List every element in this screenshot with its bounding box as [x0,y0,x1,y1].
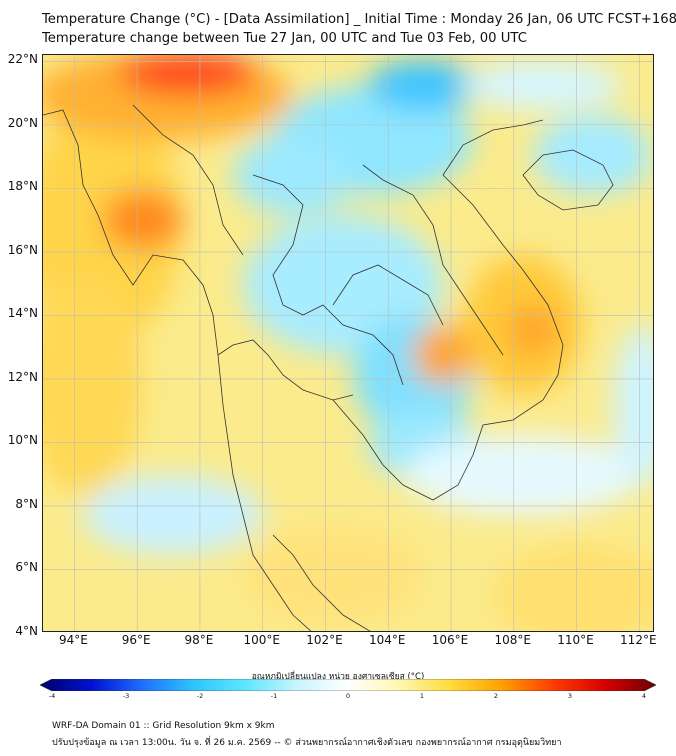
colorbar-bar [40,679,656,691]
colorbar-tick: 2 [493,692,499,700]
colorbar-tick: 1 [419,692,425,700]
colorbar-tick: -2 [196,692,204,700]
lon-label: 98°E [184,633,214,647]
map-canvas [43,55,653,631]
lat-label: 10°N [7,433,38,448]
lon-label: 112°E [620,633,657,647]
lat-label: 6°N [15,560,38,575]
lon-label: 108°E [494,633,532,647]
colorbar-tick: 0 [345,692,351,700]
footer-model-info: WRF-DA Domain 01 :: Grid Resolution 9km … [52,721,275,731]
colorbar-tick: -3 [122,692,130,700]
title-block: Temperature Change (°C) - [Data Assimila… [42,10,676,48]
lat-label: 16°N [7,242,38,257]
coastlines-and-borders [43,104,614,631]
temperature-change-map [42,54,654,632]
lat-label: 4°N [15,624,38,638]
colorbar-tick: -1 [270,692,278,700]
lat-label: 22°N [7,52,38,67]
chart-subtitle: Temperature change between Tue 27 Jan, 0… [42,31,527,46]
chart-title: Temperature Change (°C) - [Data Assimila… [42,12,676,27]
lon-label: 94°E [58,633,88,647]
lon-label: 96°E [121,633,151,647]
colorbar-tick: 3 [567,692,573,700]
colorbar-title: อุณหภูมิเปลี่ยนแปลง หน่วย องศาเซลเซียส (… [251,672,425,682]
footer-credit: ปรับปรุงข้อมูล ณ เวลา 13:00น. วัน จ. ที่… [52,738,562,748]
lon-label: 106°E [431,633,469,647]
lon-label: 102°E [306,633,343,647]
colorbar [40,679,656,691]
grid-lines [43,55,653,631]
lat-label: 14°N [7,306,38,321]
colorbar-tick: 4 [641,692,647,700]
lat-label: 12°N [7,369,38,384]
lon-label: 104°E [368,633,406,647]
lat-label: 8°N [15,496,38,511]
colorbar-tick: -4 [48,692,56,700]
lat-label: 18°N [7,179,38,194]
temperature-field [43,55,653,631]
lat-label: 20°N [7,115,38,130]
lon-label: 100°E [243,633,280,647]
lon-label: 110°E [557,633,594,647]
